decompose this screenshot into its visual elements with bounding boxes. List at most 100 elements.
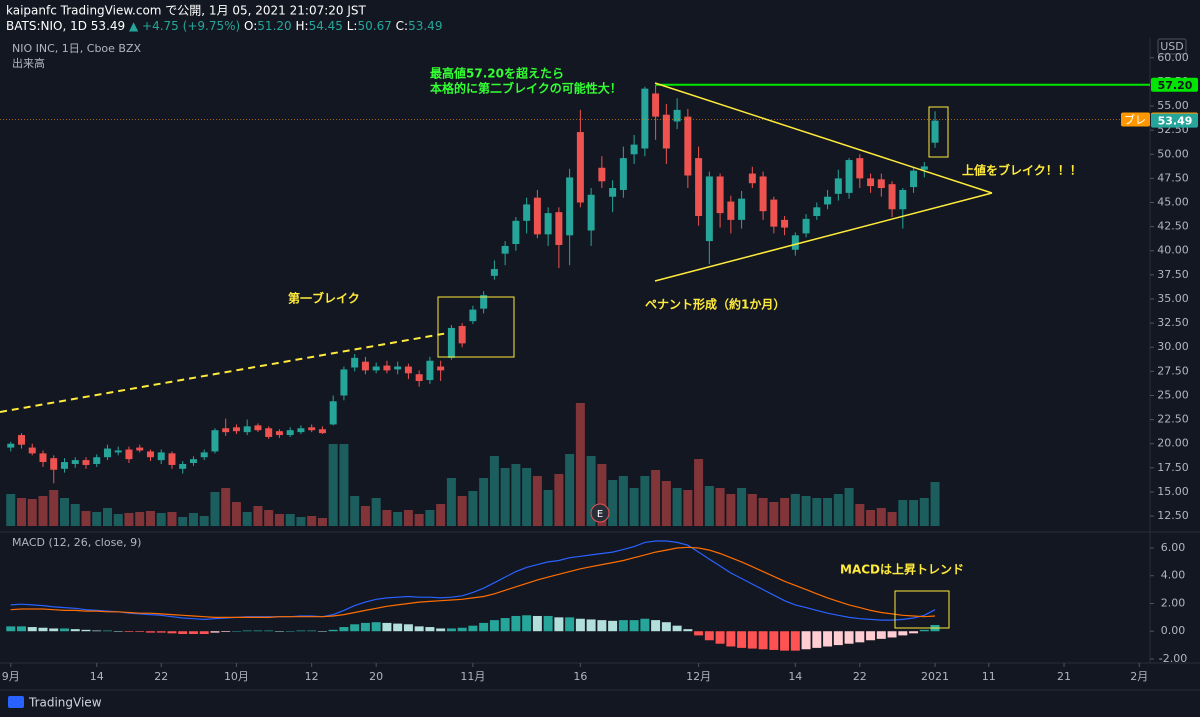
histogram-bar <box>210 631 220 633</box>
histogram-bar <box>425 627 435 632</box>
annotation: 本格的に第二ブレイクの可能性大！ <box>430 81 622 96</box>
volume-bar <box>801 496 811 526</box>
symbol-line: BATS:NIO, 1D 53.49 ▲ +4.75 (+9.75%) O:51… <box>6 19 442 33</box>
h-label: H: <box>295 19 308 33</box>
candle-body <box>802 218 810 234</box>
candle-body <box>469 309 477 322</box>
candle-body <box>82 460 90 465</box>
candle-body <box>920 166 928 170</box>
volume-bar <box>156 513 166 526</box>
candle-body <box>555 212 563 245</box>
y-tick-label: 40.00 <box>1157 244 1189 257</box>
candle-body <box>28 447 36 454</box>
volume-bar <box>16 498 26 526</box>
histogram-bar <box>790 631 800 651</box>
volume-bar <box>866 510 876 526</box>
trend-line <box>0 332 449 413</box>
footer-brand[interactable]: TradingView <box>28 696 102 710</box>
histogram-bar <box>135 631 145 632</box>
x-tick-label: 9月 <box>2 670 20 683</box>
histogram-bar <box>758 631 768 650</box>
candle-body <box>824 196 832 205</box>
l-value: 50.67 <box>357 19 391 33</box>
histogram-bar <box>855 631 865 643</box>
candle-body <box>50 458 58 470</box>
histogram-bar <box>726 631 736 647</box>
candle-body <box>662 114 670 149</box>
volume-bar <box>919 498 929 526</box>
histogram-bar <box>124 631 134 632</box>
histogram-bar <box>167 631 177 634</box>
symbol: BATS:NIO, 1D <box>6 19 87 33</box>
volume-bar <box>554 474 564 526</box>
earnings-marker[interactable] <box>590 503 610 523</box>
candle-body <box>501 245 509 254</box>
candle-body <box>394 366 402 370</box>
candle-body <box>361 361 369 371</box>
volume-bar <box>59 498 69 526</box>
macd-legend: MACD (12, 26, close, 9) <box>12 536 141 549</box>
histogram-bar <box>909 631 919 634</box>
y-tick-label: -2.00 <box>1159 652 1187 665</box>
volume-bar <box>81 511 91 526</box>
volume-bar <box>317 518 327 526</box>
histogram-bar <box>339 627 349 632</box>
volume-bar <box>446 478 456 526</box>
volume-bar <box>253 506 263 526</box>
candle-body <box>813 207 821 217</box>
x-tick-label: 2021 <box>921 670 949 683</box>
histogram-bar <box>436 628 446 632</box>
volume-bar <box>909 500 919 526</box>
volume-bar <box>780 498 790 526</box>
volume-bar <box>672 488 682 526</box>
histogram-bar <box>780 631 790 651</box>
candle-body <box>480 295 488 309</box>
histogram-bar <box>59 628 69 632</box>
x-tick-label: 22 <box>154 670 168 683</box>
price-tag-label: 53.49 <box>1158 115 1193 128</box>
volume-bar <box>231 502 241 526</box>
price-tag-name: ブレ <box>1124 113 1146 127</box>
histogram-bar <box>264 630 274 632</box>
volume-bar <box>661 481 671 526</box>
candle-body <box>619 158 627 190</box>
publisher: kaipanfc TradingView.com で公開, 1月 05, 202… <box>6 4 366 18</box>
y-tick-label: 45.00 <box>1157 196 1189 209</box>
histogram-bar <box>446 628 456 632</box>
candle-body <box>533 197 541 235</box>
volume-bar <box>532 476 542 526</box>
x-tick-label: 12 <box>305 670 319 683</box>
histogram-bar <box>274 631 284 632</box>
volume-bar <box>522 468 532 526</box>
volume-bar <box>876 508 886 526</box>
y-tick-label: 47.50 <box>1157 171 1189 184</box>
volume-bar <box>758 498 768 526</box>
y-unit: USD <box>1160 40 1184 53</box>
histogram-bar <box>350 624 360 632</box>
candle-body <box>587 194 595 231</box>
volume-bar <box>221 488 231 526</box>
histogram-bar <box>468 625 478 632</box>
y-tick-label: 55.00 <box>1157 99 1189 112</box>
o-value: 51.20 <box>257 19 291 33</box>
first-break-box <box>437 296 515 358</box>
histogram-bar <box>919 629 929 632</box>
candle-body <box>211 430 219 452</box>
candle-body <box>17 435 25 445</box>
price-tag <box>1151 77 1198 92</box>
price-tag-name-box <box>1121 112 1150 127</box>
histogram-bar <box>737 631 747 648</box>
histogram-bar <box>242 630 252 632</box>
candle-body <box>544 213 552 235</box>
volume-bar <box>242 512 252 526</box>
volume-bar <box>833 494 843 526</box>
c-label: C: <box>396 19 408 33</box>
candle-body <box>834 178 842 194</box>
candle-body <box>738 198 746 220</box>
candle-body <box>791 235 799 250</box>
volume-bar <box>812 498 822 526</box>
candle-body <box>265 428 273 437</box>
volume-bar <box>188 513 198 526</box>
volume-bar <box>597 464 607 526</box>
volume-bar <box>618 476 628 526</box>
